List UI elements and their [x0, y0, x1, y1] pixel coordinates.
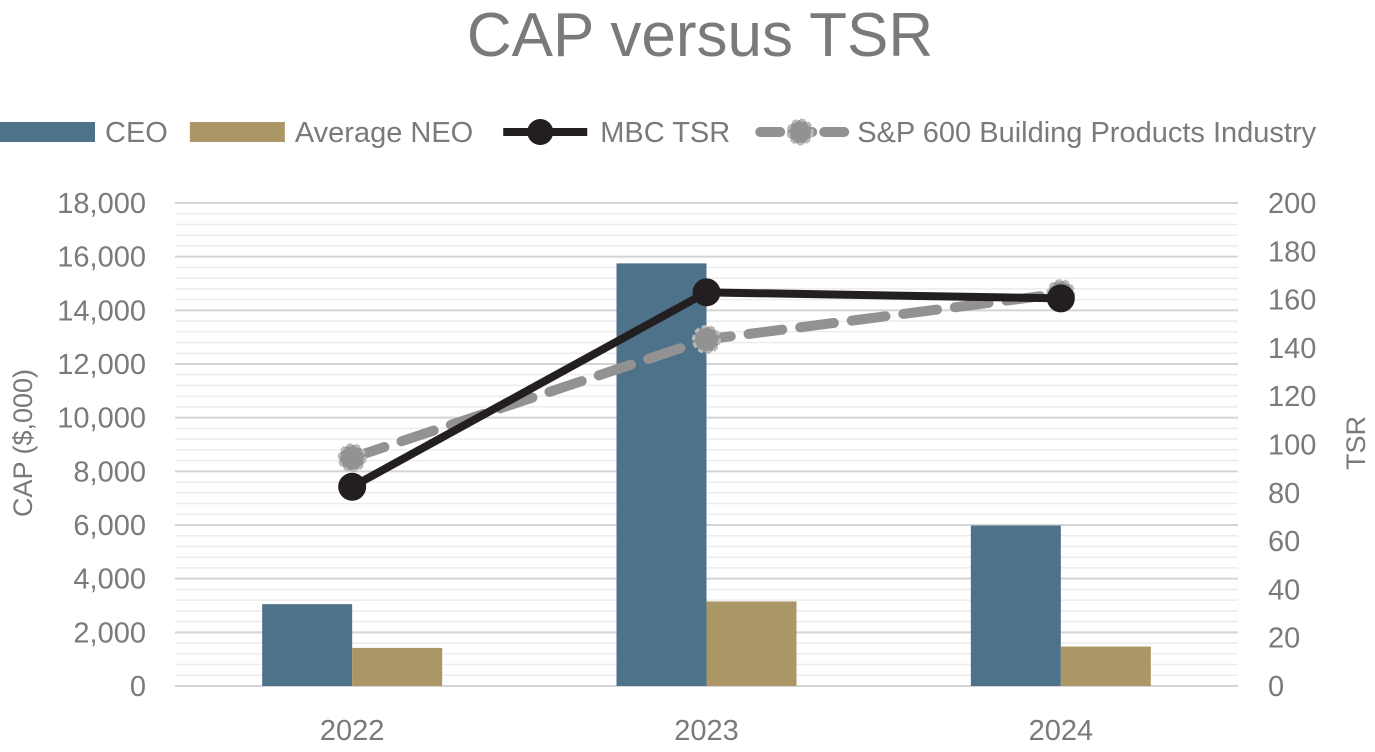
legend-swatch [189, 122, 285, 142]
bars [262, 263, 1151, 686]
legend-swatch [0, 122, 95, 142]
y2-tick-label: 160 [1268, 285, 1316, 317]
bar [352, 647, 443, 686]
series-lines [337, 278, 1076, 501]
y-tick-label: 16,000 [57, 242, 146, 274]
legend-label: CEO [105, 117, 168, 149]
x-tick-label: 2023 [674, 715, 739, 747]
x-axis: 2022 2023 2024 [320, 715, 1093, 747]
legend-label: S&P 600 Building Products Industry [857, 117, 1316, 149]
series-point [338, 472, 367, 501]
legend: CEO Average NEO MBC TSR S&P 600 Building Pr… [0, 117, 1317, 149]
y2-tick-label: 100 [1268, 430, 1316, 462]
legend-label: Average NEO [295, 117, 473, 149]
y2-tick-label: 140 [1268, 333, 1316, 365]
y-axis-left: 0 2,000 4,000 6,000 8,000 10,000 12,000 14,000 1… [57, 188, 146, 703]
bar [970, 525, 1061, 686]
bar [262, 604, 353, 686]
y-tick-label: 4,000 [73, 564, 146, 596]
y2-tick-label: 180 [1268, 236, 1316, 268]
bar [616, 263, 707, 686]
y-tick-label: 14,000 [57, 295, 146, 327]
bar [706, 601, 797, 686]
y2-tick-label: 120 [1268, 381, 1316, 413]
y-tick-label: 6,000 [73, 510, 146, 542]
series-point [337, 443, 367, 473]
y2-tick-label: 40 [1268, 574, 1300, 606]
y-tick-label: 8,000 [73, 456, 146, 488]
y2-tick-label: 20 [1268, 623, 1300, 655]
x-tick-label: 2024 [1029, 715, 1094, 747]
x-tick-label: 2022 [320, 715, 385, 747]
legend-marker [786, 118, 814, 146]
y2-tick-label: 60 [1268, 526, 1300, 558]
bar [1060, 646, 1151, 686]
y-tick-label: 10,000 [57, 403, 146, 435]
series-point [692, 324, 721, 354]
y2-tick-label: 200 [1268, 188, 1316, 220]
y-tick-label: 2,000 [73, 617, 146, 649]
y-tick-label: 12,000 [57, 349, 146, 381]
y-tick-label: 18,000 [57, 188, 146, 220]
y-axis-label: CAP ($,000) [8, 369, 38, 517]
legend-label: MBC TSR [600, 117, 730, 149]
chart-title: CAP versus TSR [467, 1, 933, 70]
y2-axis-label: TSR [1341, 416, 1371, 470]
y-axis-right: 0 20 40 60 80 100 120 140 160 180 200 [1268, 188, 1316, 703]
y-tick-label: 0 [130, 671, 146, 703]
series-point [692, 278, 721, 307]
series-point [1046, 284, 1075, 313]
y2-tick-label: 0 [1268, 671, 1284, 703]
y2-tick-label: 80 [1268, 478, 1300, 510]
legend-marker [527, 119, 554, 145]
